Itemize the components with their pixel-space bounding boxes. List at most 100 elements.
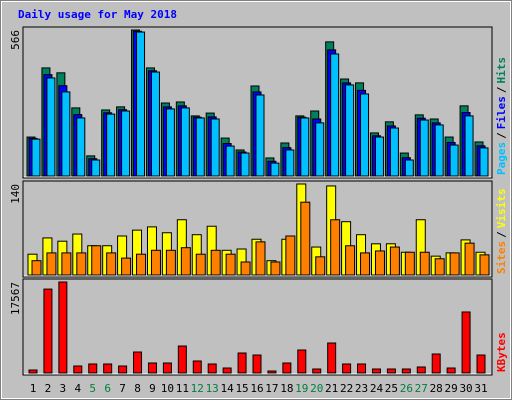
x-tick-label: 6	[104, 382, 111, 395]
bar	[282, 362, 292, 374]
x-tick-label: 12	[191, 382, 204, 395]
x-tick-label: 13	[206, 382, 219, 395]
bar	[252, 354, 262, 374]
bar	[360, 252, 371, 276]
bar	[237, 352, 247, 374]
x-tick-label: 24	[370, 382, 384, 395]
bar	[446, 367, 456, 374]
x-tick-label: 3	[60, 382, 67, 395]
bar	[434, 258, 445, 276]
bar	[165, 108, 175, 177]
legend-separator: /	[495, 86, 508, 93]
x-tick-label: 30	[459, 382, 472, 395]
bar	[330, 219, 341, 276]
bar	[76, 117, 86, 177]
bar	[464, 242, 475, 276]
legend: Pages / Files / Hits	[495, 57, 508, 175]
legend: KBytes	[495, 332, 508, 372]
bar	[88, 363, 98, 374]
bar	[342, 363, 352, 374]
bar	[106, 252, 117, 276]
bar	[46, 77, 56, 177]
bar	[165, 249, 176, 276]
x-tick-label: 7	[119, 382, 126, 395]
legend-entry: KBytes	[495, 332, 508, 372]
bar	[28, 369, 38, 374]
bar	[345, 245, 356, 276]
y-tick-label: 566	[9, 30, 22, 50]
bar	[360, 93, 370, 177]
bar	[91, 159, 101, 177]
bar	[46, 252, 57, 276]
bar	[61, 91, 71, 177]
bar	[404, 251, 415, 276]
x-tick-label: 20	[310, 382, 323, 395]
legend-separator: /	[495, 132, 508, 139]
bar	[225, 253, 236, 276]
x-tick-label: 16	[250, 382, 263, 395]
bar	[449, 144, 459, 177]
bar	[312, 368, 322, 374]
legend-separator: /	[495, 231, 508, 238]
x-tick-label: 21	[325, 382, 338, 395]
bar	[434, 124, 444, 177]
legend: Sites / Visits	[495, 189, 508, 275]
bar	[300, 201, 311, 276]
bar	[404, 159, 414, 177]
bar	[371, 368, 381, 374]
legend-entry: Hits	[495, 57, 508, 84]
bar	[479, 147, 489, 177]
bar	[225, 145, 235, 177]
bar	[479, 254, 490, 276]
bar	[300, 117, 310, 177]
x-tick-label: 19	[295, 382, 308, 395]
x-tick-label: 17	[265, 382, 278, 395]
x-tick-label: 28	[430, 382, 443, 395]
bar	[136, 31, 146, 177]
bar	[255, 241, 266, 276]
x-tick-label: 11	[176, 382, 189, 395]
bar	[91, 245, 102, 276]
x-tick-label: 2	[45, 382, 52, 395]
bar	[476, 354, 486, 374]
bar	[285, 149, 295, 177]
bar	[240, 152, 250, 177]
y-tick-label: 17567	[9, 282, 22, 315]
x-tick-label: 29	[445, 382, 458, 395]
bar	[270, 261, 281, 276]
bar	[374, 136, 384, 177]
bar	[180, 107, 190, 177]
bar	[118, 365, 128, 374]
x-tick-label: 26	[400, 382, 413, 395]
bar	[267, 370, 277, 374]
bar	[374, 250, 385, 276]
bar	[431, 353, 441, 374]
bar	[222, 367, 232, 374]
bar	[136, 253, 147, 276]
bar	[345, 84, 355, 177]
bar	[106, 113, 116, 177]
bar	[121, 257, 132, 276]
bar	[297, 349, 307, 374]
bar	[315, 256, 326, 276]
bar	[240, 261, 251, 276]
bar	[147, 362, 157, 374]
bar	[207, 363, 217, 374]
bar	[389, 246, 400, 276]
bar	[76, 252, 87, 276]
bar	[416, 366, 426, 374]
bar	[401, 368, 411, 374]
bar	[58, 281, 68, 374]
bar	[255, 94, 265, 177]
legend-entry: Files	[495, 96, 508, 129]
y-tick-label: 140	[9, 184, 22, 204]
bar	[449, 252, 460, 276]
bar	[180, 247, 191, 276]
bar	[327, 342, 337, 374]
bar	[419, 119, 429, 177]
x-tick-label: 8	[134, 382, 141, 395]
bar	[386, 368, 396, 374]
bar	[43, 288, 53, 374]
x-tick-label: 5	[89, 382, 96, 395]
